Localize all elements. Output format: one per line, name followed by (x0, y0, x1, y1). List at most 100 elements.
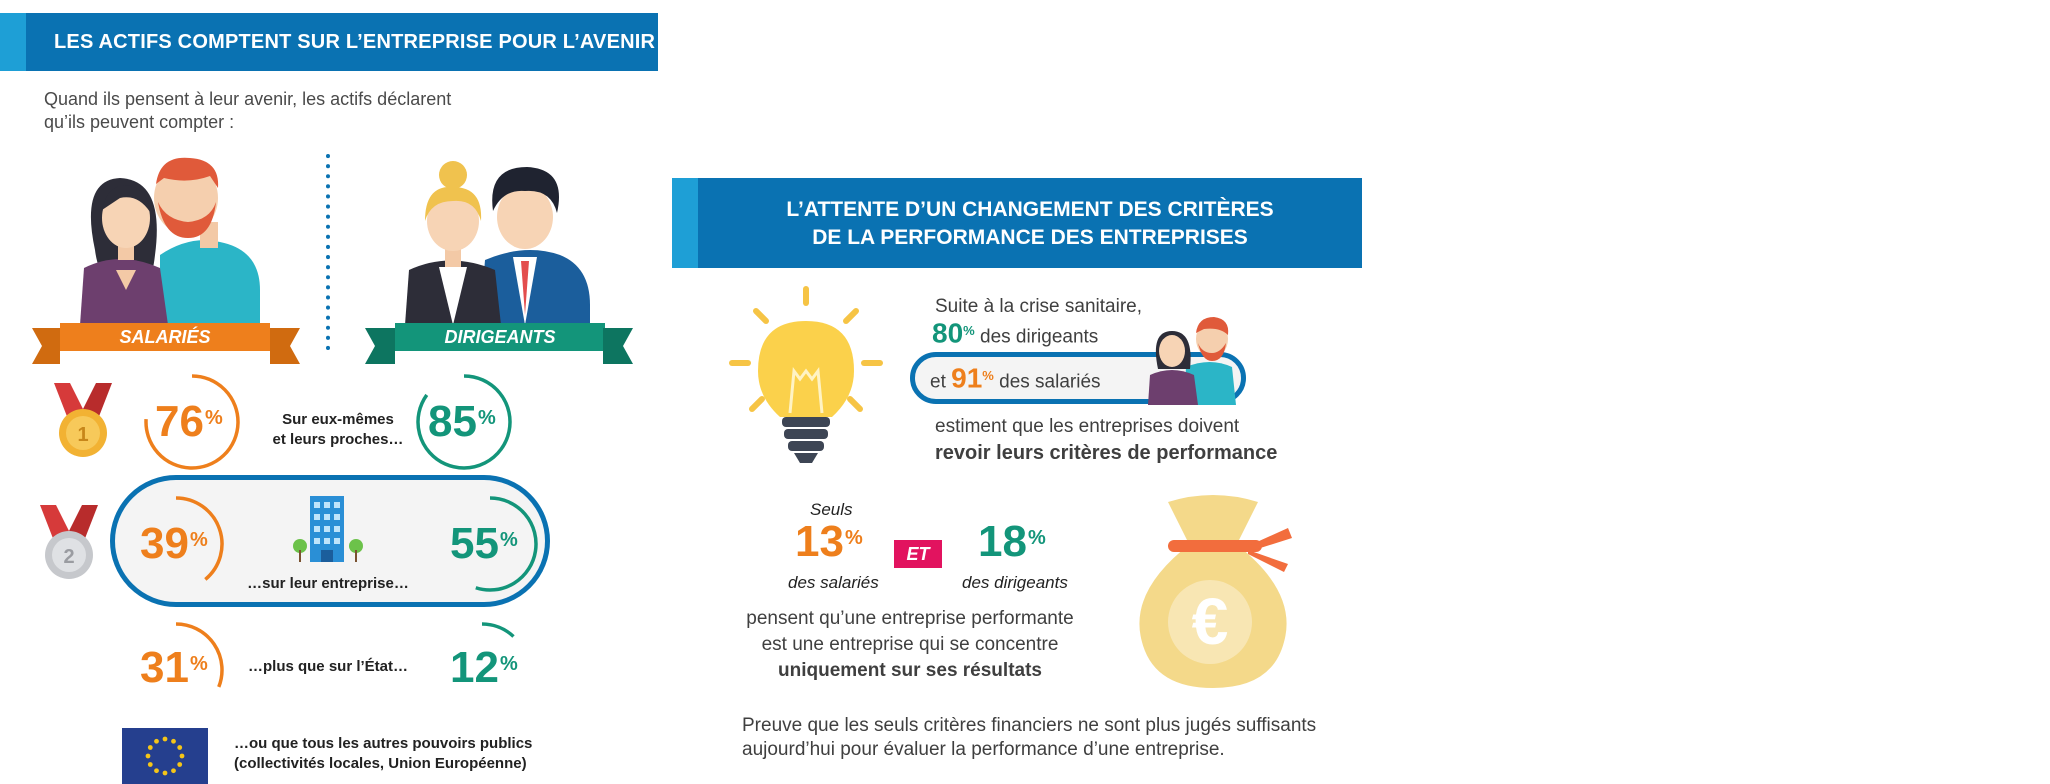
public-powers-label: …ou que tous les autres pouvoirs publics… (234, 734, 574, 774)
left-banner-title: LES ACTIFS COMPTENT SUR L’ENTREPRISE POU… (54, 31, 656, 53)
euro-symbol: € (1192, 584, 1229, 658)
des-salaries-label: des salariés (788, 573, 879, 592)
small-people-illustration (1148, 317, 1236, 405)
eu-star (147, 762, 153, 767)
eu-star (177, 762, 183, 767)
dirigeants-80-text: des dirigeants (980, 326, 1099, 348)
crisis-line: Suite à la crise sanitaire, (935, 296, 1142, 317)
pct-value: 18 (978, 517, 1027, 566)
dirigeants-pct-55: 55% (450, 522, 518, 566)
salaries-91-line: et 91% des salariés (930, 363, 1101, 395)
pct-value: 31 (140, 643, 189, 692)
gauge-arc-39 (175, 496, 224, 581)
salaries-gauge-39 (175, 496, 224, 581)
pensent-line2: est une entreprise qui se concentre (761, 634, 1059, 655)
dirigeants-label: DIRIGEANTS (444, 327, 556, 347)
pct-value: 12 (450, 643, 499, 692)
pct-value: 76 (155, 397, 204, 446)
eu-star (147, 745, 153, 750)
gauge-arc-31 (175, 622, 224, 688)
row1-label-line1: Sur eux-mêmes (282, 411, 394, 428)
salaries-gauge-76 (144, 374, 240, 470)
salaries-pct-31: 31% (140, 646, 208, 690)
pensent-line1: pensent qu’une entreprise performante (746, 608, 1074, 629)
gold-medal-icon: 1 (54, 383, 112, 457)
pct-value: 85 (428, 397, 477, 446)
dirigeants-gauge-12 (481, 622, 515, 638)
estiment-line: estiment que les entreprises doivent (935, 416, 1240, 437)
row1-label-line2: et leurs proches… (272, 431, 404, 448)
dirigeants-people-illustration (405, 161, 590, 325)
eu-star (154, 768, 159, 774)
pct-value: 55 (450, 519, 499, 568)
right-banner-line2: DE LA PERFORMANCE DES ENTREPRISES (812, 226, 1248, 249)
building-icon (293, 496, 363, 562)
salaries-label: SALARIÉS (119, 327, 211, 347)
preuve-block: Preuve que les seuls critères financiers… (742, 714, 1316, 762)
dirigeants-pct-12: 12% (450, 646, 518, 690)
pct-sign: % (982, 368, 994, 383)
public-line2: (collectivités locales, Union Européenne… (234, 755, 527, 772)
eu-flag-icon (122, 728, 208, 784)
gauge-arc-12 (481, 622, 515, 638)
dirigeants-gauge-85 (416, 374, 512, 470)
dirigeants-ribbon-tail-left (365, 328, 395, 364)
dirigeants-ribbon-tail-right (603, 328, 633, 364)
salaries-people-illustration (80, 157, 260, 325)
dirigeants-80-line: 80% des dirigeants (932, 318, 1098, 350)
dirigeants-ribbon: DIRIGEANTS (395, 323, 605, 351)
eu-star (177, 745, 183, 750)
pensent-line3: uniquement sur ses résultats (778, 660, 1042, 681)
right-banner-line1: L’ATTENTE D’UN CHANGEMENT DES CRITÈRES (786, 198, 1274, 221)
seuls-label: Seuls (810, 500, 853, 519)
svg-text:1: 1 (77, 424, 88, 446)
eu-star (162, 770, 168, 776)
et-badge: ET (894, 540, 942, 568)
banner-stripe (672, 178, 698, 268)
money-bag-icon: € (1139, 495, 1292, 688)
des-dirigeants-label: des dirigeants (962, 573, 1068, 592)
salaries-pct-76: 76% (155, 400, 223, 444)
pct-sign: % (189, 529, 208, 551)
right-banner-title: L’ATTENTE D’UN CHANGEMENT DES CRITÈRES D… (698, 196, 1362, 252)
eu-star (171, 768, 176, 774)
svg-text:2: 2 (63, 546, 74, 568)
pct-sign: % (963, 323, 975, 338)
salaries-pct-13: 13% (795, 520, 863, 564)
salaries-91-value: 91 (951, 362, 983, 394)
preuve-line1: Preuve que les seuls critères financiers… (742, 715, 1317, 736)
pct-sign: % (189, 653, 208, 675)
eu-star (171, 738, 176, 744)
pct-value: 39 (140, 519, 189, 568)
eu-star (154, 738, 159, 744)
pensent-block: pensent qu’une entreprise performante es… (740, 606, 1080, 684)
salaries-ribbon-tail-right (270, 328, 300, 364)
dirigeants-gauge-55 (475, 496, 538, 592)
pct-sign: % (477, 407, 496, 429)
pct-sign: % (844, 527, 863, 549)
eu-star (145, 753, 151, 759)
preuve-line2: aujourd’hui pour évaluer la performance … (742, 739, 1225, 760)
salaries-pct-39: 39% (140, 522, 208, 566)
eu-star (162, 736, 168, 742)
pct-sign: % (204, 407, 223, 429)
intro-line-1: Quand ils pensent à leur avenir, les act… (44, 89, 452, 109)
row1-label: Sur eux-mêmes et leurs proches… (258, 410, 418, 450)
dirigeants-pct-18: 18% (978, 520, 1046, 564)
revoir-line: revoir leurs critères de performance (935, 442, 1278, 464)
pct-sign: % (499, 529, 518, 551)
intro-line-2: qu’ils peuvent compter : (44, 112, 235, 132)
right-banner: L’ATTENTE D’UN CHANGEMENT DES CRITÈRES D… (672, 178, 1362, 268)
eu-stars (145, 736, 185, 776)
dotted-divider (326, 154, 330, 360)
row3-label: …plus que sur l’État… (247, 658, 409, 675)
silver-medal-icon: 2 (40, 505, 98, 579)
dirigeants-pct-85: 85% (428, 400, 496, 444)
intro-text: Quand ils pensent à leur avenir, les act… (44, 88, 464, 134)
banner-stripe (0, 13, 26, 71)
gauge-arc-76 (144, 374, 240, 470)
eu-star (179, 753, 185, 759)
salaries-ribbon-tail-left (32, 328, 60, 364)
row2-label: …sur leur entreprise… (247, 575, 409, 592)
salaries-ribbon: SALARIÉS (60, 323, 270, 351)
